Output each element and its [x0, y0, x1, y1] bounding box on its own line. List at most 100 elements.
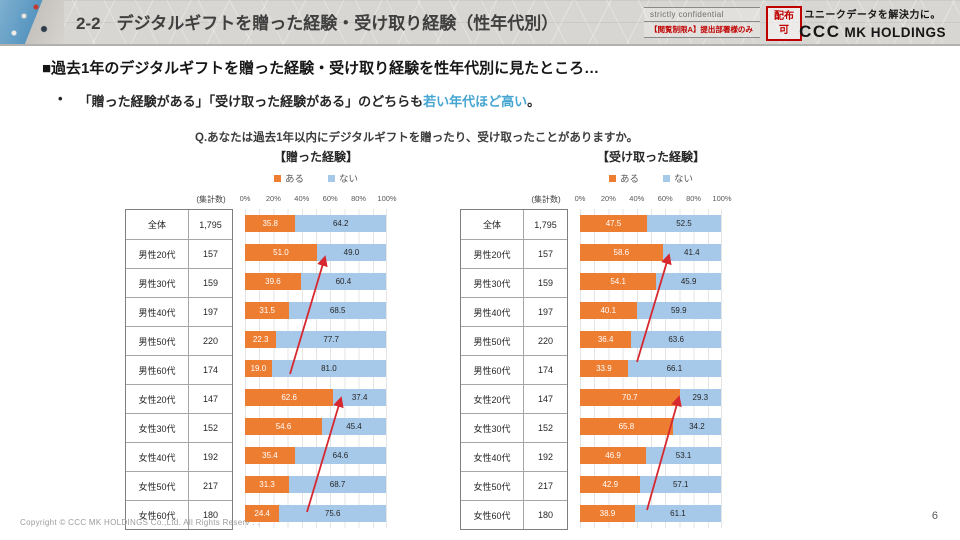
- category-label: 全体: [461, 210, 524, 239]
- category-count: 1,795: [534, 219, 557, 230]
- x-axis: 0% 20% 40% 60% 80% 100%: [240, 194, 397, 207]
- bar-row: 58.6 41.4: [580, 244, 721, 261]
- chart-title: 【受け取った経験】: [596, 150, 705, 164]
- bar-segment-no: 41.4: [662, 244, 721, 261]
- category-count: 192: [189, 442, 232, 471]
- bar-row: 31.5 68.5: [245, 302, 386, 319]
- bar-segment-no: 34.2: [672, 418, 721, 435]
- category-count: 192: [524, 442, 567, 471]
- bar-row: 42.9 57.1: [580, 476, 721, 493]
- key-finding: • 「贈った経験がある」「受け取った経験がある」のどちらも若い年代ほど高い。: [58, 91, 540, 110]
- bar-row: 33.9 66.1: [580, 360, 721, 377]
- category-label: 女性20代: [126, 384, 189, 413]
- bar-segment-yes: 35.8: [245, 215, 296, 232]
- bar-segment-no: 57.1: [640, 476, 721, 493]
- legend-item: ない: [663, 171, 693, 185]
- category-count: 197: [189, 297, 232, 326]
- category-label: 女性60代: [461, 500, 524, 529]
- confidential-label: strictly confidential: [644, 7, 760, 22]
- category-count: 147: [524, 384, 567, 413]
- bar-segment-no: 45.9: [656, 273, 721, 290]
- category-label: 男性30代: [461, 268, 524, 297]
- bar-row: 19.0 81.0: [245, 360, 386, 377]
- logo-name: CCC MK HOLDINGS: [799, 22, 946, 42]
- bar-segment-yes: 54.6: [245, 418, 322, 435]
- axis-tick: 60%: [322, 194, 338, 203]
- legend-label: ある: [284, 174, 304, 185]
- legend-item: ない: [328, 171, 358, 185]
- legend-item: ある: [608, 171, 639, 185]
- bar-segment-yes: 54.1: [580, 273, 657, 290]
- category-count: 180: [189, 500, 232, 529]
- chart-body: 全体 1,795 男性20代 157 男性30代 159 男性40代 197 男性50代 220 男…: [460, 209, 722, 530]
- key-finding-text: 「贈った経験がある」「受け取った経験がある」のどちらも若い年代ほど高い。: [79, 91, 541, 110]
- bar-segment-no: 75.6: [279, 505, 386, 522]
- bar-row: 51.0 49.0: [245, 244, 386, 261]
- category-count: 197: [524, 297, 567, 326]
- legend-swatch-ない: [663, 174, 670, 182]
- category-label: 男性60代: [126, 355, 189, 384]
- category-count: 220: [524, 326, 567, 355]
- confidential-box: strictly confidential 【閲覧制限A】提出部署様のみ: [644, 7, 760, 38]
- category-label: 男性20代: [126, 239, 189, 268]
- bullet-icon: •: [58, 91, 63, 106]
- axis-tick: 0%: [239, 194, 251, 203]
- category-count: 159: [524, 268, 567, 297]
- restriction-label: 【閲覧制限A】提出部署様のみ: [644, 22, 760, 38]
- bar-segment-no: 68.7: [289, 476, 386, 493]
- bar-segment-no: 61.1: [634, 505, 721, 522]
- bar-segment-yes: 22.3: [245, 331, 277, 348]
- bar-segment-yes: 40.1: [580, 302, 637, 319]
- bar-segment-no: 37.4: [333, 389, 386, 406]
- axis-tick: 60%: [657, 194, 673, 203]
- bar-segment-yes: 46.9: [580, 447, 647, 464]
- header-bar: 2-2 デジタルギフトを贈った経験・受け取り経験（性年代別） strictly c…: [0, 0, 960, 46]
- category-table: 全体 1,795 男性20代 157 男性30代 159 男性40代 197 男性50代 220 男…: [460, 209, 568, 530]
- count-header: (集計数): [531, 195, 561, 204]
- bar-segment-yes: 36.4: [580, 331, 632, 348]
- category-label: 女性60代: [126, 500, 189, 529]
- category-count: 1,795: [199, 219, 222, 230]
- chart-legend: ある ない: [245, 171, 387, 185]
- bar-segment-no: 64.2: [295, 215, 386, 232]
- category-label: 男性40代: [126, 297, 189, 326]
- page-title: 2-2 デジタルギフトを贈った経験・受け取り経験（性年代別）: [76, 9, 558, 34]
- legend-label: ない: [674, 174, 694, 185]
- bar-row: 38.9 61.1: [580, 505, 721, 522]
- category-count: 152: [524, 413, 567, 442]
- copyright-text: Copyright © CCC MK HOLDINGS Co.,Ltd. All…: [20, 518, 260, 527]
- count-header: (集計数): [196, 195, 226, 204]
- x-axis: 0% 20% 40% 60% 80% 100%: [575, 194, 732, 207]
- chart-legend: ある ない: [580, 171, 722, 185]
- bar-row: 54.6 45.4: [245, 418, 386, 435]
- company-logo: ユニークデータを解決力に。 CCC MK HOLDINGS: [799, 6, 946, 42]
- chart-received-experience: 【受け取った経験】 ある ない (集計数) 0% 20% 40% 60% 80% 100% …: [460, 148, 732, 530]
- page-number: 6: [931, 510, 938, 522]
- bar-segment-yes: 19.0: [245, 360, 272, 377]
- category-count: 217: [189, 471, 232, 500]
- category-count: 152: [189, 413, 232, 442]
- category-label: 全体: [126, 210, 189, 239]
- category-label: 女性30代: [126, 413, 189, 442]
- bar-row: 39.6 60.4: [245, 273, 386, 290]
- axis-tick: 20%: [600, 194, 616, 203]
- category-count: 174: [189, 355, 232, 384]
- axis-tick: 0%: [574, 194, 586, 203]
- axis-tick: 20%: [265, 194, 281, 203]
- bar-segment-yes: 65.8: [580, 418, 673, 435]
- bar-segment-no: 68.5: [289, 302, 386, 319]
- category-label: 男性50代: [461, 326, 524, 355]
- bar-row: 36.4 63.6: [580, 331, 721, 348]
- section-number: 2-2: [76, 14, 101, 33]
- category-label: 女性40代: [461, 442, 524, 471]
- bar-row: 65.8 34.2: [580, 418, 721, 435]
- bar-segment-yes: 70.7: [580, 389, 680, 406]
- bar-row: 24.4 75.6: [245, 505, 386, 522]
- bar-segment-yes: 24.4: [245, 505, 280, 522]
- logo-tagline: ユニークデータを解決力に。: [804, 10, 941, 21]
- finding-post: 。: [527, 94, 541, 109]
- chart-head: (集計数) 0% 20% 40% 60% 80% 100%: [125, 194, 397, 207]
- bar-segment-no: 63.6: [631, 331, 721, 348]
- axis-tick: 80%: [686, 194, 702, 203]
- axis-tick: 40%: [629, 194, 645, 203]
